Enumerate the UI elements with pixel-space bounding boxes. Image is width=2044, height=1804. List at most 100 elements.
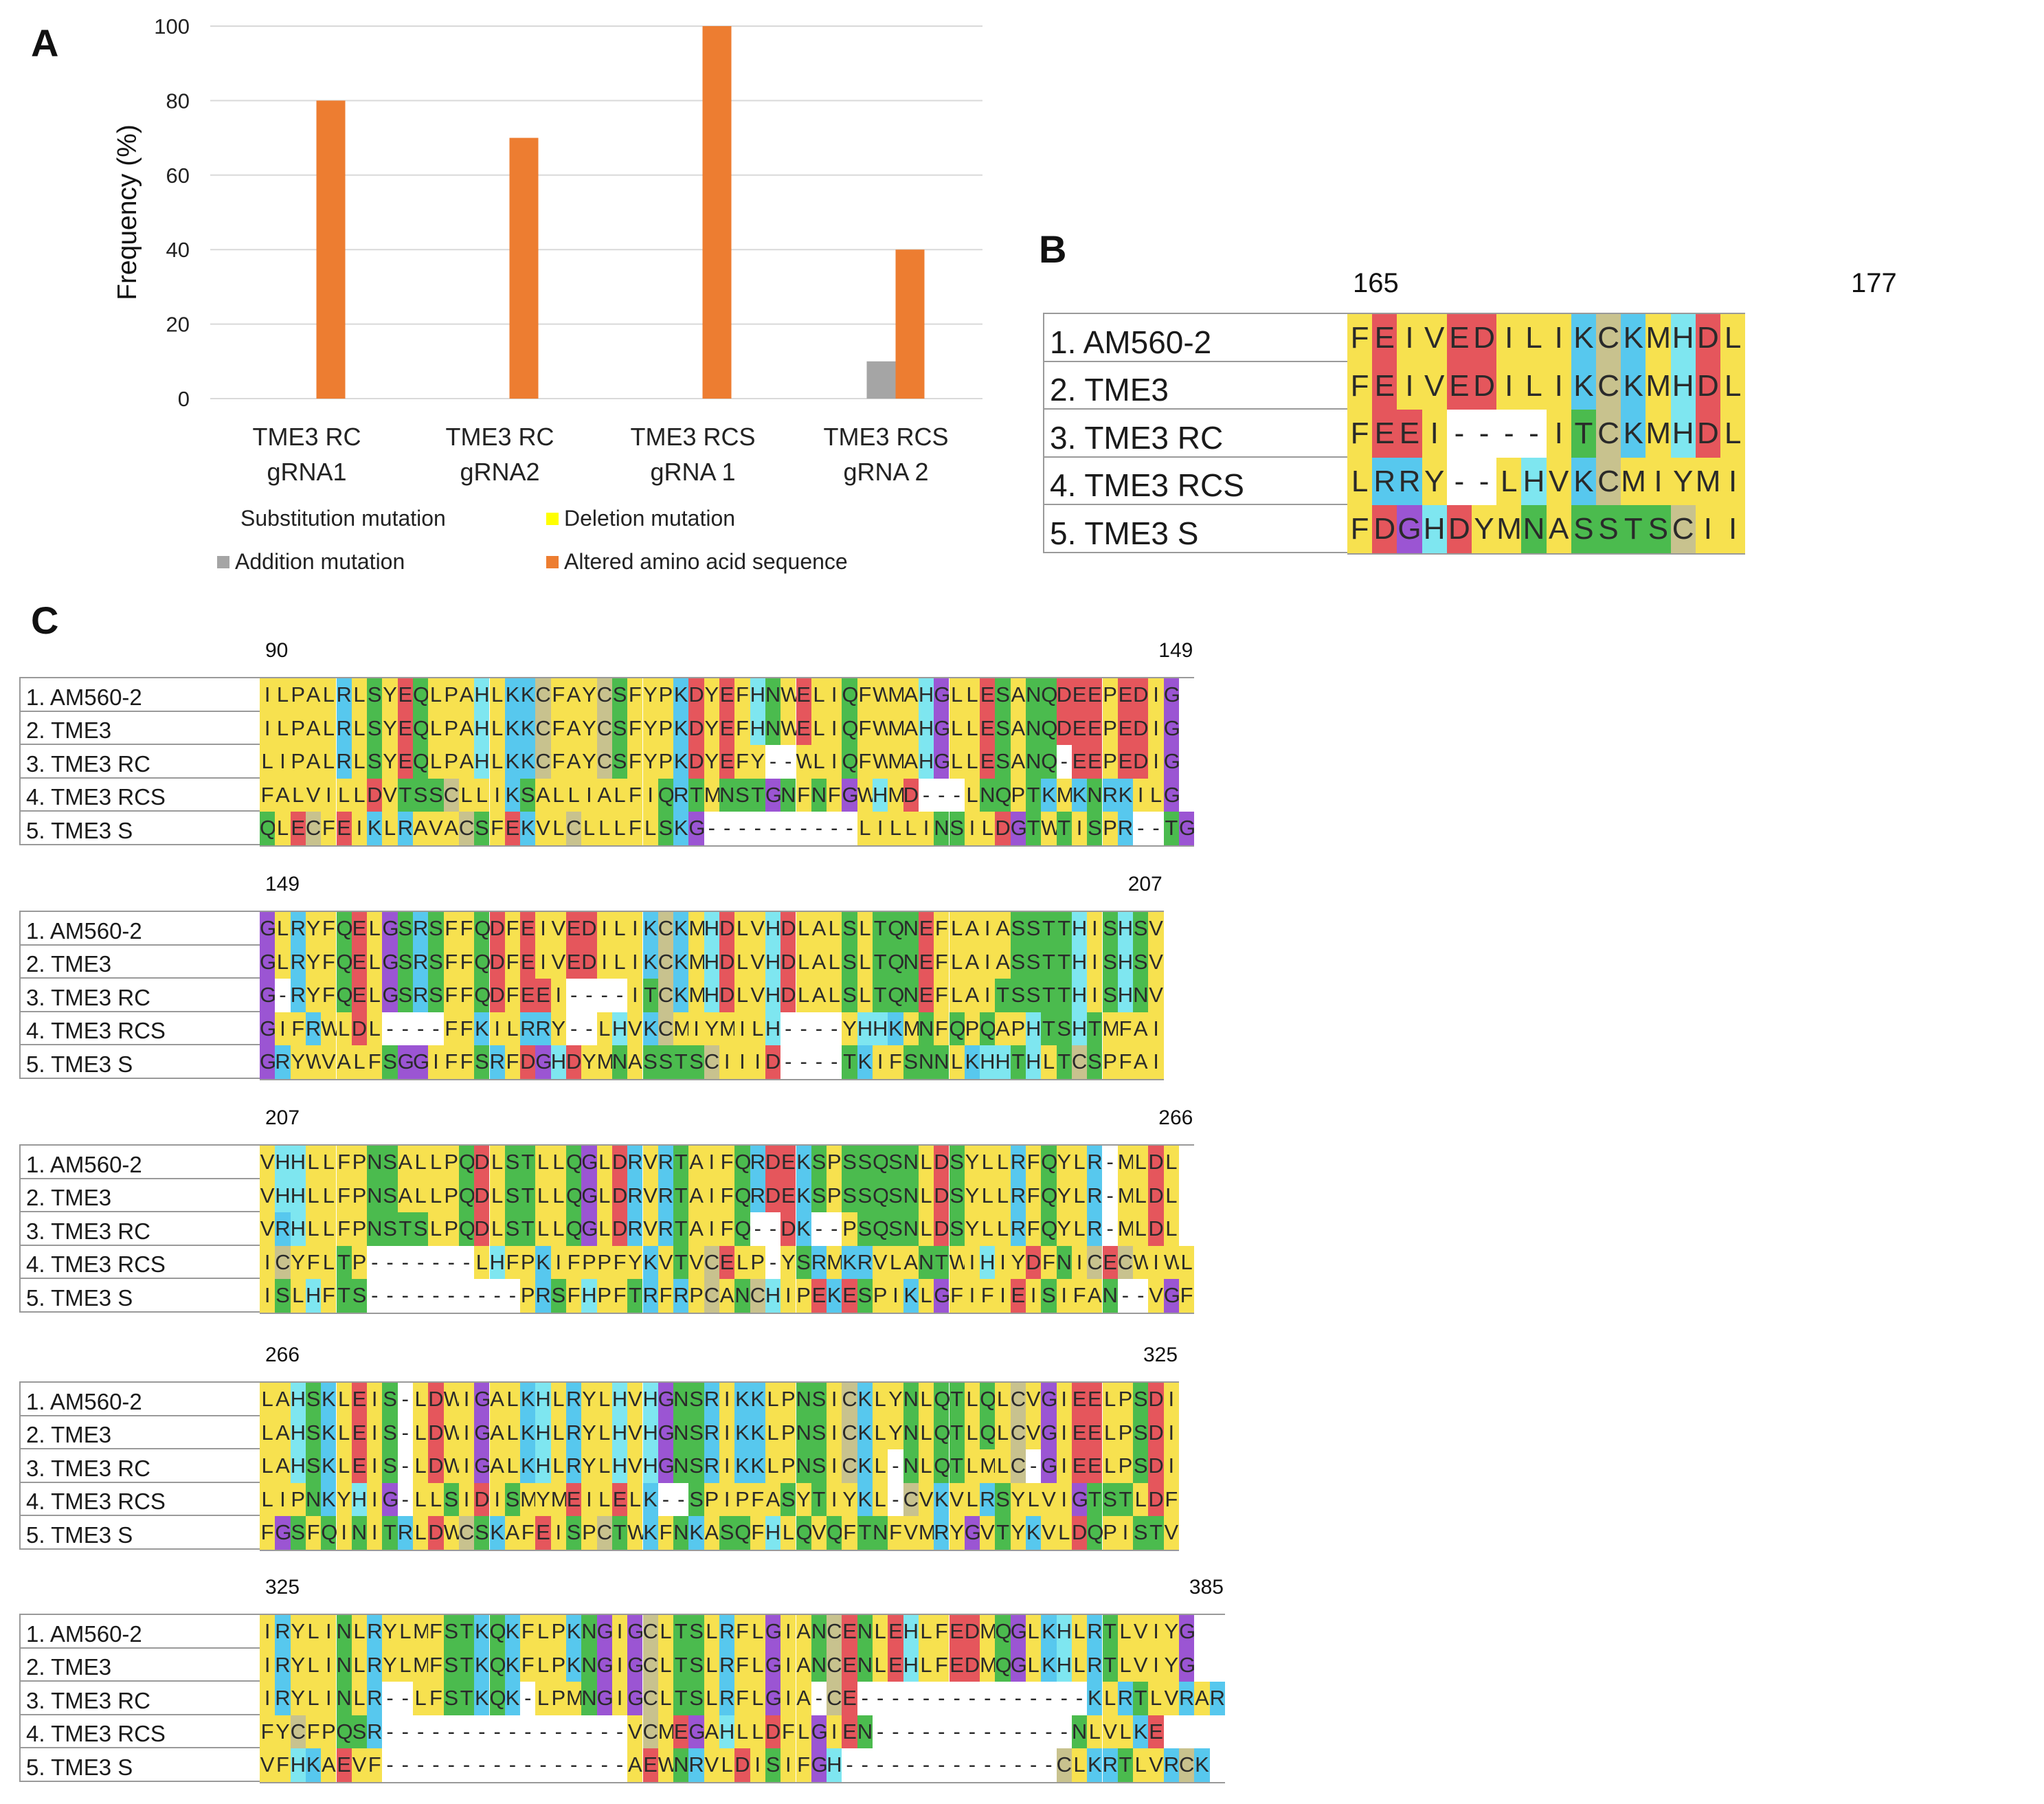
gap-cell: - bbox=[382, 1715, 398, 1748]
residue-cell: P bbox=[842, 1212, 857, 1246]
residue-cell: S bbox=[382, 1146, 398, 1179]
residue-cell: I bbox=[1056, 1383, 1072, 1416]
residue-cell: G bbox=[581, 1212, 598, 1246]
residue-cell: D bbox=[995, 812, 1011, 845]
residue-cell: F bbox=[734, 745, 750, 779]
residue-cell: V bbox=[1102, 1715, 1118, 1748]
residue-cell: S bbox=[811, 1416, 827, 1449]
residue-cell: H bbox=[290, 1212, 306, 1246]
gap-cell: - bbox=[1041, 1715, 1057, 1748]
residue-cell: H bbox=[290, 1416, 306, 1449]
residue-cell: F bbox=[458, 979, 475, 1012]
residue-cell: H bbox=[1056, 1648, 1072, 1682]
residue-cell: T bbox=[842, 1045, 857, 1079]
residue-cell: I bbox=[260, 1682, 276, 1715]
residue-cell: P bbox=[1010, 1012, 1026, 1045]
residue-cell: Y bbox=[627, 1245, 643, 1279]
residue-cell: K bbox=[1621, 314, 1646, 362]
gap-cell: - bbox=[796, 812, 811, 845]
gap-cell: - bbox=[1102, 1146, 1118, 1179]
residue-cell: E bbox=[842, 1715, 857, 1748]
residue-cell: S bbox=[842, 1179, 857, 1212]
residue-cell: Q bbox=[458, 1212, 475, 1246]
residue-cell: K bbox=[367, 812, 383, 845]
residue-cell: I bbox=[750, 1748, 765, 1782]
residue-cell: N bbox=[873, 1516, 888, 1550]
residue-cell: A bbox=[413, 812, 429, 845]
gap-cell: - bbox=[811, 1012, 827, 1045]
gap-cell: - bbox=[1056, 1715, 1072, 1748]
residue-cell: I bbox=[750, 1045, 765, 1079]
gap-cell: - bbox=[413, 1748, 429, 1782]
residue-cell: F bbox=[321, 912, 337, 946]
residue-cell: K bbox=[474, 1012, 490, 1045]
residue-cell: D bbox=[688, 745, 704, 779]
gap-cell: - bbox=[1472, 410, 1497, 458]
residue-cell: F bbox=[321, 979, 337, 1012]
residue-cell: D bbox=[1148, 1212, 1164, 1246]
residue-cell: L bbox=[1347, 457, 1373, 505]
residue-cell: R bbox=[367, 1715, 382, 1748]
residue-cell: C bbox=[535, 678, 551, 712]
residue-cell: H bbox=[980, 1045, 995, 1079]
residue-cell: L bbox=[351, 778, 368, 812]
residue-cell: S bbox=[566, 1516, 582, 1550]
residue-cell: I bbox=[550, 1516, 566, 1550]
residue-cell: S bbox=[888, 1146, 903, 1179]
residue-cell: F bbox=[443, 979, 459, 1012]
residue-cell: F bbox=[627, 711, 643, 745]
residue-cell: N bbox=[811, 1648, 827, 1682]
residue-cell: I bbox=[321, 1615, 337, 1649]
residue-cell: P bbox=[581, 1516, 597, 1550]
residue-cell: F bbox=[734, 678, 750, 712]
residue-cell: Y bbox=[382, 1615, 398, 1649]
gap-cell: - bbox=[413, 1012, 429, 1045]
residue-cell: Q bbox=[873, 1146, 889, 1179]
gap-cell: - bbox=[903, 1748, 919, 1782]
residue-cell: V bbox=[321, 1045, 337, 1079]
residue-cell: L bbox=[750, 1012, 765, 1045]
residue-cell: R bbox=[1087, 1179, 1103, 1212]
residue-cell: H bbox=[1670, 361, 1696, 410]
residue-cell: L bbox=[796, 979, 811, 1012]
residue-cell: Y bbox=[750, 745, 765, 779]
residue-cell: S bbox=[397, 945, 413, 979]
residue-cell: N bbox=[903, 912, 919, 946]
residue-cell: K bbox=[474, 1648, 490, 1682]
residue-cell: S bbox=[811, 1146, 827, 1179]
residue-cell: D bbox=[765, 1045, 780, 1079]
residue-cell: P bbox=[704, 1482, 719, 1516]
residue-cell: T bbox=[949, 1416, 965, 1449]
residue-cell: I bbox=[780, 1748, 796, 1782]
residue-cell: Y bbox=[704, 678, 719, 712]
residue-cell: Q bbox=[321, 1516, 337, 1550]
residue-cell: G bbox=[1041, 1449, 1057, 1483]
residue-cell: N bbox=[351, 1516, 367, 1550]
residue-cell: Q bbox=[566, 1212, 583, 1246]
residue-cell: H bbox=[1026, 1045, 1041, 1079]
gap-cell: - bbox=[581, 979, 597, 1012]
gap-cell: - bbox=[1102, 1212, 1118, 1246]
residue-cell: A bbox=[336, 1045, 352, 1079]
residue-cell: V bbox=[688, 1245, 704, 1279]
residue-cell: Q bbox=[734, 1179, 751, 1212]
residue-cell: G bbox=[413, 1045, 429, 1079]
residue-cell: I bbox=[688, 1012, 704, 1045]
sequence-name: 3. TME3 RC bbox=[21, 1682, 261, 1715]
gap-cell: - bbox=[796, 1045, 811, 1079]
residue-cell: D bbox=[780, 1212, 796, 1246]
gap-cell: - bbox=[980, 1748, 996, 1782]
residue-cell: L bbox=[351, 678, 368, 712]
gap-cell: - bbox=[520, 1682, 536, 1715]
residue-cell: L bbox=[275, 711, 291, 745]
residue-cell: H bbox=[290, 1449, 306, 1483]
residue-cell: Q bbox=[827, 1516, 843, 1550]
residue-cell: A bbox=[1010, 745, 1026, 779]
residue-cell: L bbox=[873, 1482, 888, 1516]
residue-cell: T bbox=[627, 1279, 643, 1313]
x-tick-label: gRNA2 bbox=[460, 458, 539, 486]
residue-cell: I bbox=[827, 1715, 842, 1748]
gap-cell: - bbox=[949, 778, 965, 812]
residue-cell: D bbox=[428, 1516, 444, 1550]
residue-cell: C bbox=[750, 1279, 765, 1313]
